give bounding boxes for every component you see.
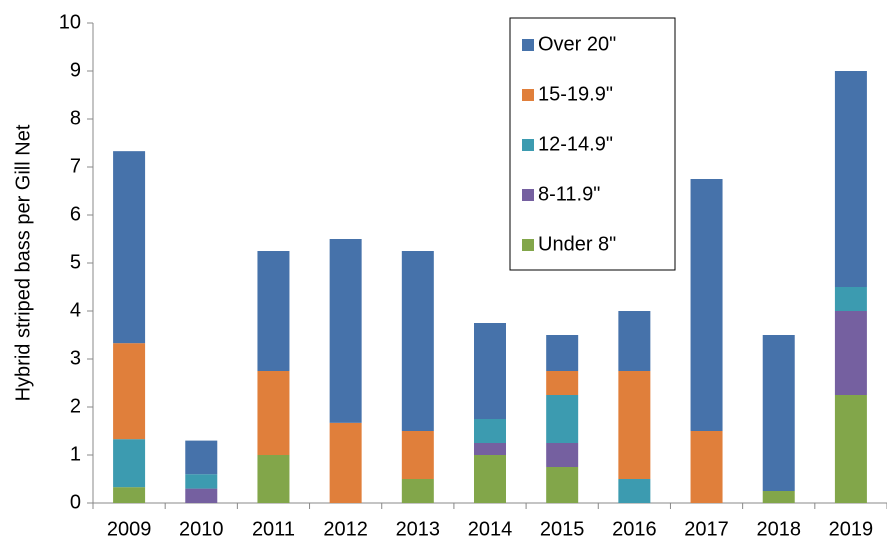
- legend-swatch: [522, 39, 534, 51]
- bar-segment: [546, 371, 579, 395]
- bar-segment: [618, 311, 651, 371]
- bar-segment: [474, 419, 506, 443]
- x-tick-label: 2016: [612, 518, 657, 540]
- y-tick-label: 8: [70, 107, 81, 129]
- bar-segment: [474, 455, 506, 503]
- bar-segment: [401, 431, 434, 479]
- x-tick-label: 2011: [252, 518, 295, 540]
- y-axis-title: Hybrid striped bass per Gill Net: [12, 124, 34, 401]
- legend-label: Over 20": [538, 33, 616, 55]
- bar-segment: [834, 311, 867, 395]
- y-tick-label: 3: [70, 347, 81, 369]
- bar-segment: [690, 179, 723, 431]
- bar-segment: [834, 287, 867, 311]
- bar-segment: [546, 443, 579, 467]
- x-tick-label: 2014: [468, 518, 513, 540]
- bar-segment: [474, 443, 506, 455]
- bar-segment: [257, 455, 290, 503]
- x-tick-label: 2017: [684, 518, 729, 540]
- bar-segment: [113, 343, 146, 440]
- y-tick-label: 5: [70, 251, 81, 273]
- x-tick-label: 2013: [396, 518, 441, 540]
- bar-segment: [546, 335, 579, 371]
- y-tick-label: 1: [70, 443, 81, 465]
- x-tick-label: 2018: [756, 518, 801, 540]
- bar-segment: [401, 251, 434, 431]
- legend-box: [509, 17, 676, 271]
- bar-segment: [690, 431, 723, 503]
- y-tick-label: 4: [70, 299, 81, 321]
- bar-segment: [113, 487, 146, 503]
- y-tick-label: 9: [70, 59, 81, 81]
- x-tick-label: 2009: [107, 518, 152, 540]
- legend-swatch: [522, 189, 534, 201]
- legend-swatch: [522, 239, 534, 251]
- bar-segment: [185, 474, 218, 489]
- bar-segment: [618, 371, 651, 479]
- bar-segment: [546, 395, 579, 443]
- x-tick-label: 2019: [829, 518, 874, 540]
- bar-segment: [257, 371, 290, 455]
- bar-segment: [762, 491, 795, 503]
- legend-label: 15-19.9": [538, 83, 613, 105]
- bar-segment: [762, 335, 795, 491]
- y-tick-label: 0: [70, 491, 81, 513]
- bar-segment: [329, 239, 362, 423]
- bar-segment: [257, 251, 290, 371]
- bar-segment: [329, 422, 362, 503]
- bar-segment: [618, 479, 651, 503]
- x-tick-label: 2010: [179, 518, 224, 540]
- y-tick-label: 7: [70, 155, 81, 177]
- y-tick-label: 10: [59, 11, 81, 33]
- bar-segment: [113, 439, 146, 488]
- legend-swatch: [522, 139, 534, 151]
- bar-segment: [546, 467, 579, 503]
- legend-label: Under 8": [538, 233, 616, 255]
- bar-segment: [113, 151, 146, 344]
- bar-segment: [834, 395, 867, 503]
- legend-label: 8-11.9": [538, 183, 600, 205]
- x-tick-label: 2015: [540, 518, 585, 540]
- bar-segment: [834, 71, 867, 287]
- bar-segment: [185, 488, 218, 503]
- y-tick-label: 2: [70, 395, 81, 417]
- x-tick-label: 2012: [323, 518, 368, 540]
- legend-label: 12-14.9": [538, 133, 613, 155]
- y-tick-label: 6: [70, 203, 81, 225]
- bar-segment: [474, 323, 506, 419]
- bar-segment: [401, 479, 434, 503]
- legend-swatch: [522, 89, 534, 101]
- bar-segment: [185, 440, 218, 475]
